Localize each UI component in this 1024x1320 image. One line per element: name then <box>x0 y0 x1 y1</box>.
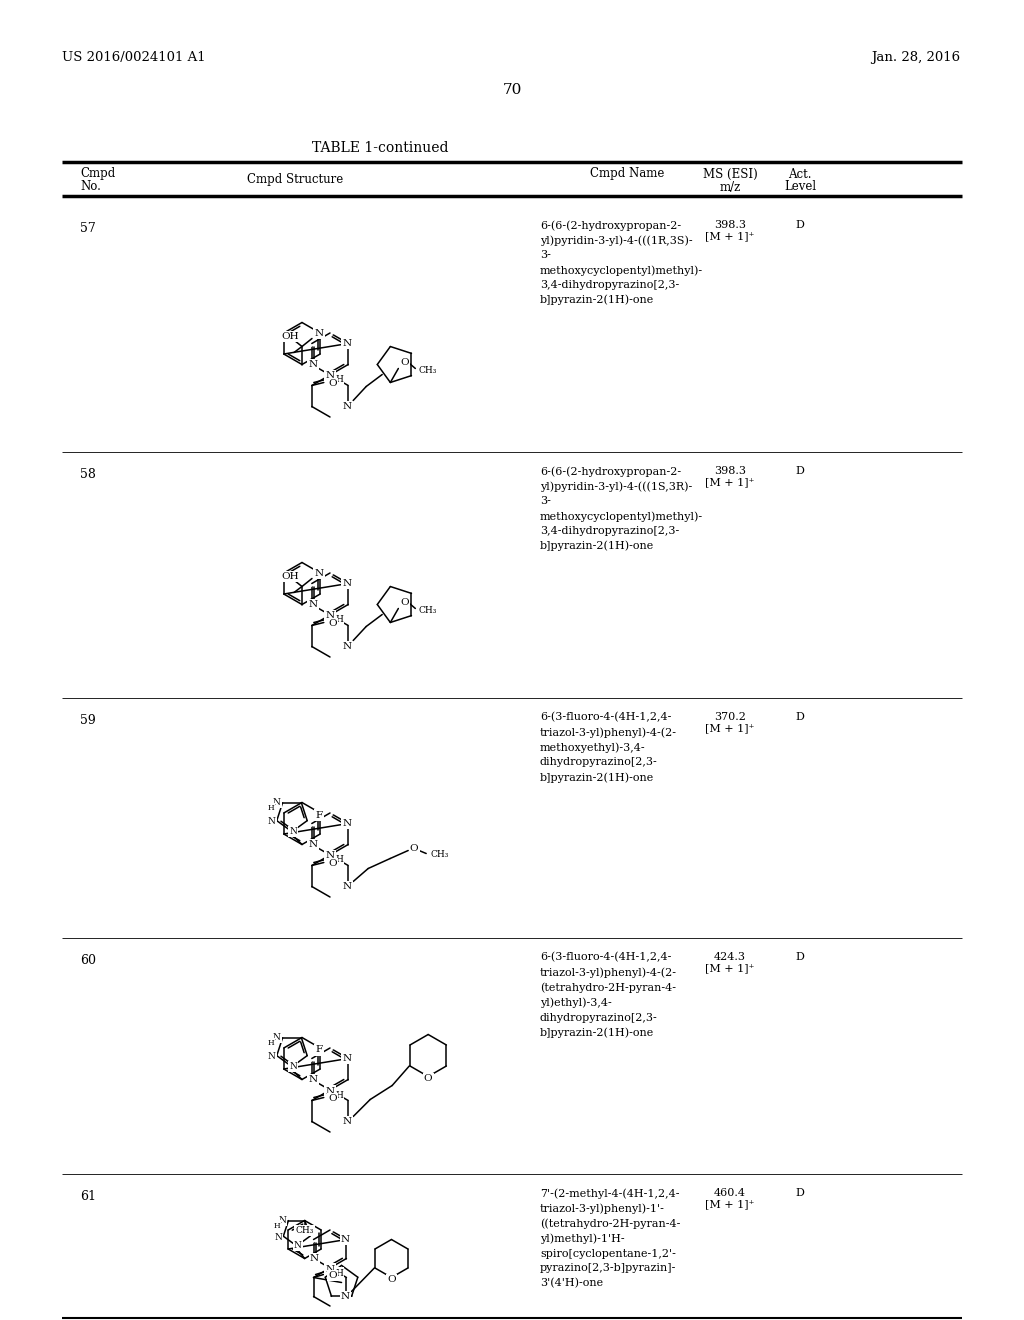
Text: Cmpd Structure: Cmpd Structure <box>247 173 343 186</box>
Text: N: N <box>343 403 352 411</box>
Text: H: H <box>267 1039 273 1047</box>
Text: 398.3
[M + 1]⁺: 398.3 [M + 1]⁺ <box>706 466 755 487</box>
Text: Cmpd: Cmpd <box>80 168 116 181</box>
Text: 398.3
[M + 1]⁺: 398.3 [M + 1]⁺ <box>706 220 755 242</box>
Text: N: N <box>310 1254 319 1263</box>
Text: Level: Level <box>784 181 816 194</box>
Text: H: H <box>267 804 273 812</box>
Text: 6-(6-(2-hydroxypropan-2-
yl)pyridin-3-yl)-4-(((1S,3R)-
3-
methoxycyclopentyl)met: 6-(6-(2-hydroxypropan-2- yl)pyridin-3-yl… <box>540 466 703 552</box>
Text: 424.3
[M + 1]⁺: 424.3 [M + 1]⁺ <box>706 952 755 974</box>
Text: N: N <box>308 360 317 370</box>
Text: H: H <box>335 855 343 865</box>
Text: 6-(3-fluoro-4-(4H-1,2,4-
triazol-3-yl)phenyl)-4-(2-
methoxyethyl)-3,4-
dihydropy: 6-(3-fluoro-4-(4H-1,2,4- triazol-3-yl)ph… <box>540 711 677 783</box>
Text: 58: 58 <box>80 469 96 480</box>
Text: O: O <box>329 1094 337 1104</box>
Text: H: H <box>335 1269 343 1278</box>
Text: D: D <box>796 220 805 230</box>
Text: N: N <box>268 817 275 826</box>
Text: OH: OH <box>282 572 299 581</box>
Text: D: D <box>796 711 805 722</box>
Text: N: N <box>314 329 324 338</box>
Text: O: O <box>400 358 409 367</box>
Text: TABLE 1-continued: TABLE 1-continued <box>311 141 449 154</box>
Text: D: D <box>796 466 805 477</box>
Text: H: H <box>335 1090 343 1100</box>
Text: 6-(3-fluoro-4-(4H-1,2,4-
triazol-3-yl)phenyl)-4-(2-
(tetrahydro-2H-pyran-4-
yl)e: 6-(3-fluoro-4-(4H-1,2,4- triazol-3-yl)ph… <box>540 952 677 1038</box>
Text: N: N <box>308 1074 317 1084</box>
Text: N: N <box>314 569 324 578</box>
Text: N: N <box>343 1117 352 1126</box>
Text: N: N <box>343 579 352 587</box>
Text: O: O <box>329 1271 337 1280</box>
Text: F: F <box>315 810 323 820</box>
Text: N: N <box>308 601 317 609</box>
Text: N: N <box>308 840 317 849</box>
Text: MS (ESI): MS (ESI) <box>702 168 758 181</box>
Text: N: N <box>326 851 335 861</box>
Text: O: O <box>424 1074 432 1082</box>
Text: O: O <box>387 1275 395 1284</box>
Text: Act.: Act. <box>788 168 812 181</box>
Text: N: N <box>289 828 297 836</box>
Text: O: O <box>329 379 337 388</box>
Text: D: D <box>796 952 805 962</box>
Text: D: D <box>796 1188 805 1199</box>
Text: N: N <box>294 1241 302 1250</box>
Text: 6-(6-(2-hydroxypropan-2-
yl)pyridin-3-yl)-4-(((1R,3S)-
3-
methoxycyclopentyl)met: 6-(6-(2-hydroxypropan-2- yl)pyridin-3-yl… <box>540 220 703 305</box>
Text: 7'-(2-methyl-4-(4H-1,2,4-
triazol-3-yl)phenyl)-1'-
((tetrahydro-2H-pyran-4-
yl)m: 7'-(2-methyl-4-(4H-1,2,4- triazol-3-yl)p… <box>540 1188 680 1288</box>
Text: CH₃: CH₃ <box>419 606 436 615</box>
Text: O: O <box>329 859 337 869</box>
Text: H: H <box>335 615 343 624</box>
Text: F: F <box>315 1045 323 1055</box>
Text: H: H <box>273 1221 280 1229</box>
Text: N: N <box>343 882 352 891</box>
Text: N: N <box>289 1063 297 1072</box>
Text: N: N <box>326 1265 335 1274</box>
Text: m/z: m/z <box>720 181 740 194</box>
Text: N: N <box>341 1292 350 1302</box>
Text: N: N <box>326 1086 335 1096</box>
Text: US 2016/0024101 A1: US 2016/0024101 A1 <box>62 50 206 63</box>
Text: N: N <box>272 1034 281 1043</box>
Text: N: N <box>279 1216 287 1225</box>
Text: O: O <box>400 598 409 607</box>
Text: N: N <box>343 642 352 651</box>
Text: 70: 70 <box>503 83 521 96</box>
Text: N: N <box>274 1233 283 1242</box>
Text: 460.4
[M + 1]⁺: 460.4 [M + 1]⁺ <box>706 1188 755 1209</box>
Text: 57: 57 <box>80 222 96 235</box>
Text: N: N <box>343 818 352 828</box>
Text: CH₃: CH₃ <box>419 366 436 375</box>
Text: 61: 61 <box>80 1191 96 1203</box>
Text: N: N <box>326 371 335 380</box>
Text: O: O <box>329 619 337 628</box>
Text: No.: No. <box>80 181 101 194</box>
Text: 59: 59 <box>80 714 96 727</box>
Text: N: N <box>343 1053 352 1063</box>
Text: N: N <box>268 1052 275 1061</box>
Text: N: N <box>341 1236 350 1243</box>
Text: O: O <box>410 843 419 853</box>
Text: OH: OH <box>282 333 299 341</box>
Text: 60: 60 <box>80 954 96 968</box>
Text: CH₃: CH₃ <box>296 1226 313 1236</box>
Text: N: N <box>326 611 335 620</box>
Text: CH₃: CH₃ <box>430 850 449 859</box>
Text: 370.2
[M + 1]⁺: 370.2 [M + 1]⁺ <box>706 711 755 734</box>
Text: N: N <box>343 339 352 348</box>
Text: H: H <box>335 375 343 384</box>
Text: N: N <box>272 799 281 808</box>
Text: Cmpd Name: Cmpd Name <box>590 168 665 181</box>
Text: Jan. 28, 2016: Jan. 28, 2016 <box>870 50 961 63</box>
